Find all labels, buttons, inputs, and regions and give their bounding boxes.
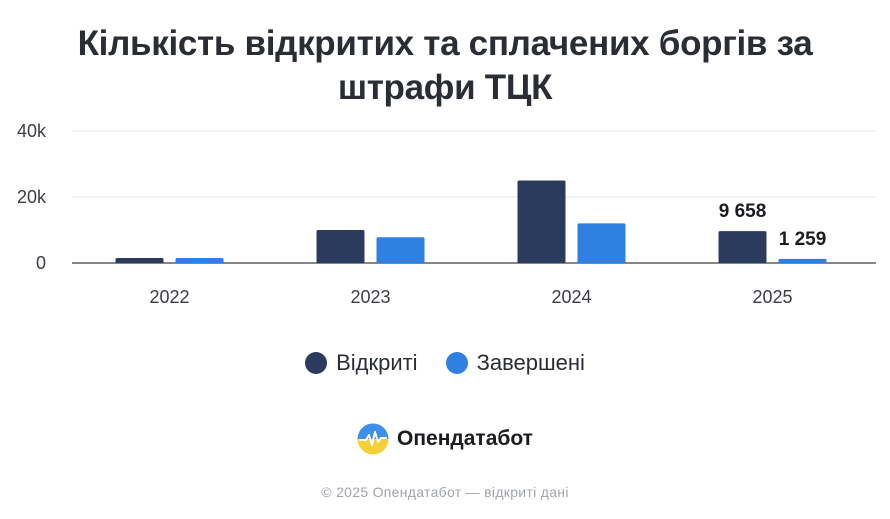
- legend-item-closed[interactable]: Завершені: [445, 350, 585, 376]
- bar-closed-2025: [778, 258, 827, 263]
- brand-name: Опендатабот: [397, 427, 533, 450]
- chart-title-line-1: Кількість відкритих та сплачених боргів …: [77, 24, 813, 63]
- bar-chart: 0 20k 40k 2022 2023 2024 2025 9 658 1 259: [17, 121, 876, 307]
- bar-open-2025: [718, 231, 767, 263]
- legend-label-open: Відкриті: [336, 350, 418, 375]
- x-tick-label: 2024: [551, 287, 591, 307]
- footer-copyright: © 2025 Опендатабот — відкриті дані: [321, 484, 569, 500]
- bar-open-2022: [115, 258, 164, 263]
- legend-label-closed: Завершені: [476, 350, 585, 375]
- brand: Опендатабот: [0, 423, 890, 455]
- chart-title-line-2: штрафи ТЦК: [337, 68, 553, 107]
- bar-open-2023: [316, 230, 365, 263]
- bar-closed-2023: [376, 237, 425, 263]
- bar-closed-2024: [577, 223, 626, 263]
- chart-title: Кількість відкритих та сплачених боргів …: [0, 22, 890, 110]
- data-label: 1 259: [779, 229, 827, 250]
- x-tick-label: 2022: [149, 287, 189, 307]
- y-tick-label: 40k: [17, 121, 47, 141]
- legend-swatch-open: [305, 352, 328, 374]
- y-tick-label: 20k: [17, 187, 47, 207]
- legend-item-open[interactable]: Відкриті: [305, 350, 418, 376]
- data-label: 9 658: [719, 201, 767, 222]
- x-tick-label: 2025: [752, 287, 792, 307]
- bar-closed-2022: [175, 258, 224, 263]
- bar-open-2024: [517, 180, 566, 263]
- opendatabot-logo-icon: [357, 423, 389, 455]
- legend: Відкриті Завершені: [0, 350, 890, 376]
- legend-swatch-closed: [445, 352, 468, 374]
- x-tick-label: 2023: [350, 287, 390, 307]
- y-tick-label: 0: [36, 253, 46, 273]
